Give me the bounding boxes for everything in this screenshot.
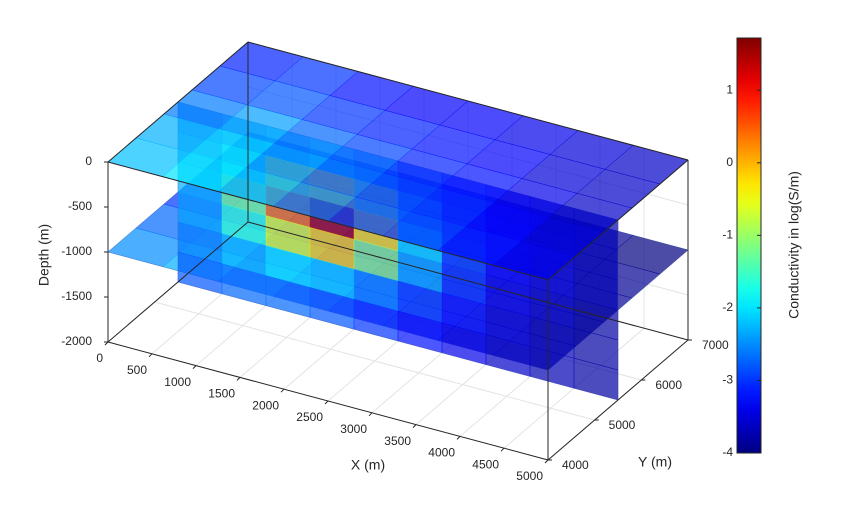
x-tick-label: 2500 (296, 410, 323, 424)
box-edge (547, 159, 689, 281)
z-axis-label: Depth (m) (36, 224, 52, 286)
grid-line (154, 301, 595, 421)
box-edge (247, 221, 689, 341)
x-tick-label: 4500 (472, 457, 499, 471)
x-tick-label: 4000 (428, 446, 455, 460)
y-tick-label: 7000 (702, 338, 729, 352)
colorbar-tick-label: -2 (722, 300, 733, 314)
x-tick-label: 1500 (208, 387, 235, 401)
colorbar-tick-label: -4 (722, 445, 733, 459)
colorbar (736, 37, 762, 454)
z-tick-label: -500 (68, 199, 92, 213)
x-tick-label: 0 (96, 351, 103, 365)
slices (107, 41, 689, 401)
y-tick-label: 6000 (655, 378, 682, 392)
x-tick-label: 5000 (516, 469, 543, 483)
colorbar-label: Conductivity in log(S/m) (786, 171, 802, 319)
z-tick-label: -2000 (61, 334, 92, 348)
x-tick (368, 412, 373, 417)
box-edge (107, 41, 249, 163)
z-tick-label: -1000 (61, 244, 92, 258)
x-tick (148, 353, 153, 358)
box-edge (247, 41, 689, 161)
box-edge (107, 161, 549, 281)
x-tick (280, 388, 285, 393)
colorbar-tick-label: -3 (722, 373, 733, 387)
colorbar-tick-label: 1 (726, 82, 733, 96)
x-tick-label: 1000 (164, 375, 191, 389)
y-tick-label: 5000 (609, 418, 636, 432)
x-tick-label: 500 (127, 363, 147, 377)
x-tick (412, 424, 417, 428)
box-edge (107, 221, 249, 343)
x-axis-label: X (m) (351, 457, 385, 473)
x-tick-label: 2000 (252, 398, 279, 412)
z-tick-label: 0 (85, 154, 92, 168)
x-tick (324, 400, 329, 405)
box-edge (547, 339, 689, 461)
x-tick (456, 436, 461, 440)
y-tick-label: 4000 (562, 458, 589, 472)
colorbar-tick-label: -1 (722, 228, 733, 242)
colorbar-tick-label: 0 (726, 155, 733, 169)
x-tick (500, 447, 505, 452)
x-tick-label: 3000 (340, 422, 367, 436)
x-tick (544, 459, 549, 464)
z-tick-label: -1500 (61, 289, 92, 303)
y-axis-label: Y (m) (638, 454, 672, 470)
x-tick (236, 377, 241, 381)
labels: 0 500 1000 1500 2000 2500 3000 3500 4000 4500 5000… (61, 37, 762, 483)
x-tick (192, 365, 197, 369)
x-tick-label: 3500 (384, 434, 411, 448)
